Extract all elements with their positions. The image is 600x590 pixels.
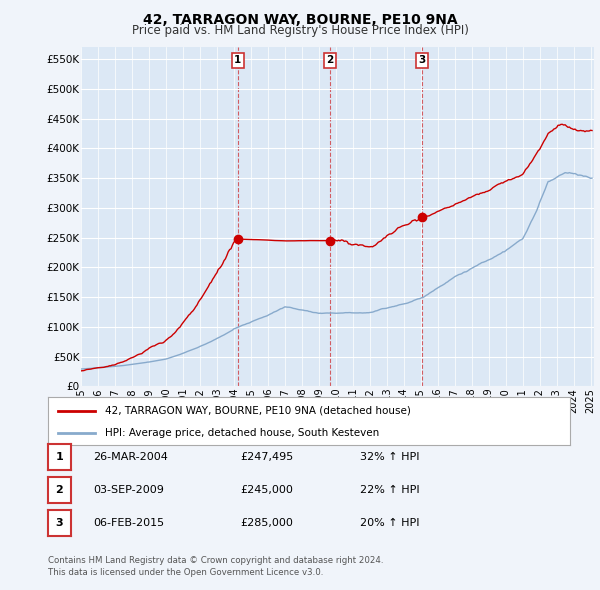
Text: 03-SEP-2009: 03-SEP-2009 <box>93 485 164 494</box>
Text: 26-MAR-2004: 26-MAR-2004 <box>93 452 168 461</box>
Text: 22% ↑ HPI: 22% ↑ HPI <box>360 485 419 494</box>
Text: 1: 1 <box>234 55 241 65</box>
Text: 42, TARRAGON WAY, BOURNE, PE10 9NA: 42, TARRAGON WAY, BOURNE, PE10 9NA <box>143 13 457 27</box>
Text: 3: 3 <box>56 519 63 528</box>
Text: 3: 3 <box>419 55 426 65</box>
Text: 1: 1 <box>56 452 63 461</box>
Text: 20% ↑ HPI: 20% ↑ HPI <box>360 519 419 528</box>
Text: 06-FEB-2015: 06-FEB-2015 <box>93 519 164 528</box>
Text: Contains HM Land Registry data © Crown copyright and database right 2024.: Contains HM Land Registry data © Crown c… <box>48 556 383 565</box>
Text: HPI: Average price, detached house, South Kesteven: HPI: Average price, detached house, Sout… <box>106 428 380 438</box>
Text: £247,495: £247,495 <box>240 452 293 461</box>
Text: £245,000: £245,000 <box>240 485 293 494</box>
Text: 32% ↑ HPI: 32% ↑ HPI <box>360 452 419 461</box>
Text: 2: 2 <box>326 55 334 65</box>
Text: £285,000: £285,000 <box>240 519 293 528</box>
Text: 42, TARRAGON WAY, BOURNE, PE10 9NA (detached house): 42, TARRAGON WAY, BOURNE, PE10 9NA (deta… <box>106 405 411 415</box>
Text: 2: 2 <box>56 485 63 494</box>
Text: This data is licensed under the Open Government Licence v3.0.: This data is licensed under the Open Gov… <box>48 568 323 577</box>
Text: Price paid vs. HM Land Registry's House Price Index (HPI): Price paid vs. HM Land Registry's House … <box>131 24 469 37</box>
